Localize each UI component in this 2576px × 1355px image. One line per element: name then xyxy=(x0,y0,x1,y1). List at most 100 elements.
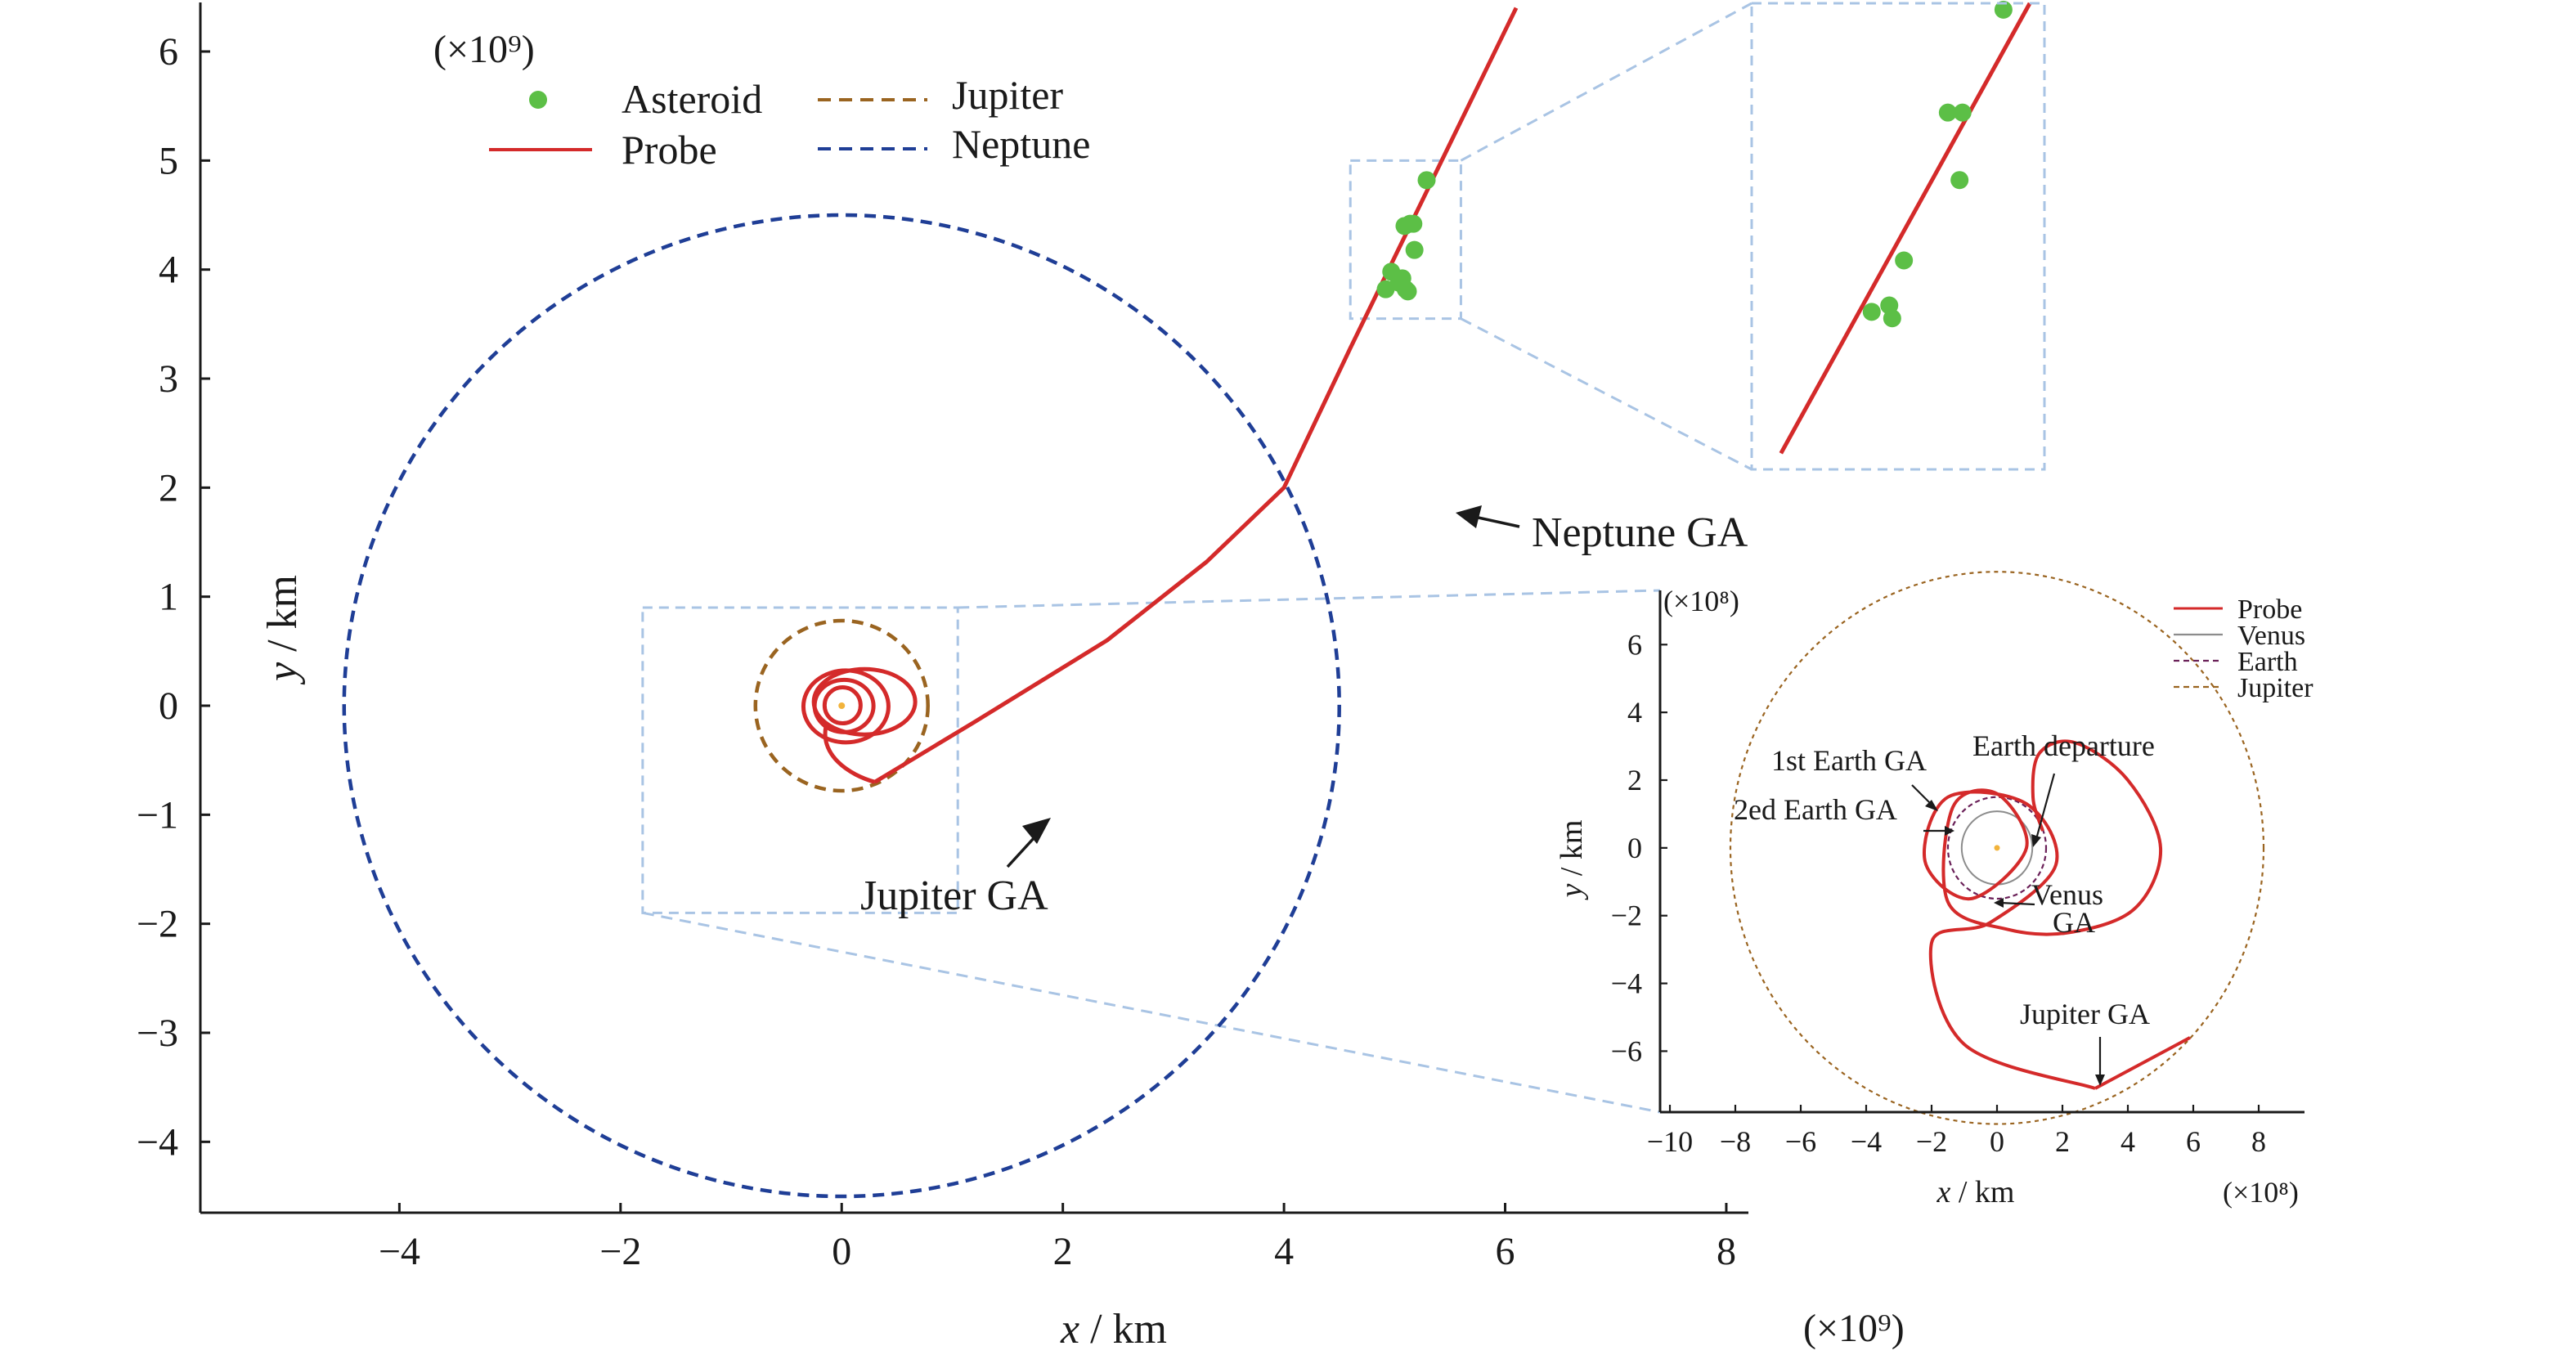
main-y-tick-label: −3 xyxy=(137,1012,178,1055)
inset-y-tick-label: 0 xyxy=(1627,832,1642,864)
second-earth-ga-label: 2ed Earth GA xyxy=(1734,793,1897,826)
main-x-tick-label: 8 xyxy=(1717,1230,1736,1273)
asteroid-marker xyxy=(1376,280,1395,298)
inset-y-tick-label: −4 xyxy=(1611,967,1642,1000)
jupiter-orbit xyxy=(753,618,930,793)
main-y-tick-label: −4 xyxy=(137,1120,178,1164)
inset-sun xyxy=(1994,845,2000,851)
asteroid-marker xyxy=(1405,240,1424,259)
inset-x-ticks: −10 −8 −6 −4 −2 0 2 4 6 8 xyxy=(1647,1105,2266,1158)
asteroid-zoom-connector xyxy=(1460,2,1752,162)
asteroid-zoom-connector xyxy=(1460,317,1752,471)
inset-x-axis-label: x / km xyxy=(1936,1175,2015,1209)
inset-x-tick-label: 0 xyxy=(1990,1125,2004,1158)
zoom-asteroid-marker xyxy=(1895,251,1914,270)
main-y-tick-label: 5 xyxy=(159,139,178,182)
zoom-series xyxy=(1779,0,2032,455)
zoom-asteroid-marker xyxy=(1953,103,1972,122)
inset-legend-venus-label: Venus xyxy=(2237,621,2305,651)
sun xyxy=(838,702,846,709)
inset-y-axis-label: y / km xyxy=(1555,820,1589,901)
inset-y-tick-label: −2 xyxy=(1611,900,1642,932)
jupiter-ga-label: Jupiter GA xyxy=(860,873,1048,919)
inset-y-scale-label: (×10⁸) xyxy=(1663,585,1739,617)
zoom-asteroid-marker xyxy=(1862,303,1881,321)
main-x-tick-label: 4 xyxy=(1274,1230,1294,1273)
inset-jupiter-ga-label: Jupiter GA xyxy=(2020,998,2150,1030)
main-x-scale-label: (×10⁹) xyxy=(1803,1307,1905,1350)
jupiter-ga-arrowhead xyxy=(1022,818,1051,844)
inset-x-tick-label: −4 xyxy=(1851,1125,1882,1158)
neptune-orbit xyxy=(342,213,1341,1199)
main-y-ticks: −4 −3 −2 −1 0 1 2 3 4 5 6 xyxy=(137,30,210,1164)
inset-x-scale-label: (×10⁸) xyxy=(2223,1176,2299,1209)
legend-asteroid-marker xyxy=(529,91,547,109)
inner-solar-system-inset: −10 −8 −6 −4 −2 0 2 4 6 8 −6 −4 −2 0 2 4 6 (×10⁸) (×10⁸… xyxy=(1555,571,2313,1209)
main-x-tick-label: −2 xyxy=(599,1230,641,1273)
earth-departure-arrow xyxy=(2035,773,2056,840)
neptune-ga-annotation: Neptune GA xyxy=(1456,505,1748,556)
probe-inner-loop xyxy=(822,685,863,726)
probe-inner-loop xyxy=(811,666,918,737)
inset-x-tick-label: 8 xyxy=(2251,1125,2266,1158)
earth-departure-arrowhead xyxy=(2031,834,2041,847)
venus-ga-arrow xyxy=(1999,901,2035,906)
inset-annotations: 1st Earth GA 2ed Earth GA Earth departur… xyxy=(1734,729,2155,1086)
main-y-tick-label: −1 xyxy=(137,793,178,837)
main-y-tick-label: 3 xyxy=(159,357,178,401)
asteroid-marker xyxy=(1404,214,1423,233)
main-y-tick-label: 0 xyxy=(159,684,178,728)
main-x-axis-label: x / km xyxy=(1060,1306,1167,1353)
main-axes xyxy=(199,2,1748,1214)
probe-trajectory xyxy=(873,7,1519,784)
inset-x-tick-label: −8 xyxy=(1720,1125,1751,1158)
first-earth-ga-arrowhead xyxy=(1925,800,1938,811)
inset-legend-earth-label: Earth xyxy=(2237,647,2298,677)
second-earth-ga-arrowhead xyxy=(1945,826,1954,836)
asteroid-zoom-panel-background xyxy=(1752,3,2044,469)
inset-y-tick-label: 2 xyxy=(1627,764,1642,796)
inner-solar-zoom-box xyxy=(641,606,959,914)
asteroid-zoom-panel xyxy=(1750,0,2046,471)
main-y-tick-label: 6 xyxy=(159,30,178,74)
inset-jupiter-orbit xyxy=(1729,571,2265,1125)
inset-x-tick-label: 2 xyxy=(2055,1125,2070,1158)
zoom-indicators xyxy=(641,2,1752,1114)
inset-probe-trajectory xyxy=(1923,739,2163,1090)
main-x-tick-label: 0 xyxy=(832,1230,851,1273)
legend-neptune-label: Neptune xyxy=(952,121,1090,167)
inset-y-tick-label: 4 xyxy=(1627,696,1642,729)
main-x-ticks: −4 −2 0 2 4 6 8 xyxy=(379,1203,1736,1273)
zoom-asteroid-marker xyxy=(1938,103,1957,122)
main-legend: Asteroid Probe Jupiter Neptune xyxy=(489,72,1090,173)
inset-x-tick-label: −10 xyxy=(1647,1125,1693,1158)
main-y-tick-label: −2 xyxy=(137,903,178,946)
inset-y-tick-label: −6 xyxy=(1611,1034,1642,1067)
inset-axes xyxy=(1658,590,2304,1114)
main-y-tick-label: 1 xyxy=(159,576,178,619)
venus-ga-arrowhead xyxy=(1994,898,2004,908)
main-y-tick-label: 2 xyxy=(159,466,178,509)
probe-jupiter-approach xyxy=(823,721,876,784)
zoom-asteroid-marker xyxy=(1994,0,2013,19)
asteroid-marker xyxy=(1417,171,1436,190)
inset-legend: Probe Venus Earth Jupiter xyxy=(2174,594,2313,703)
main-x-tick-label: 6 xyxy=(1496,1230,1515,1273)
inset-y-tick-label: 6 xyxy=(1627,628,1642,661)
legend-jupiter-label: Jupiter xyxy=(952,72,1063,118)
main-y-scale-label: (×10⁹) xyxy=(433,28,535,71)
main-series xyxy=(342,7,1519,1199)
inset-x-tick-label: 6 xyxy=(2186,1125,2201,1158)
venus-ga-label-line1: Venus xyxy=(2031,878,2103,911)
inset-y-ticks: −6 −4 −2 0 2 4 6 xyxy=(1611,628,1667,1067)
inset-x-tick-label: −6 xyxy=(1785,1125,1816,1158)
inset-probe-departure-leg xyxy=(2094,1036,2191,1090)
earth-departure-label: Earth departure xyxy=(1972,729,2155,762)
inset-jupiter-ga-arrowhead xyxy=(2095,1075,2105,1086)
jupiter-ga-annotation: Jupiter GA xyxy=(860,818,1051,919)
main-x-tick-label: −4 xyxy=(379,1230,420,1273)
inset-legend-probe-label: Probe xyxy=(2237,594,2302,625)
inset-legend-jupiter-label: Jupiter xyxy=(2237,673,2313,703)
